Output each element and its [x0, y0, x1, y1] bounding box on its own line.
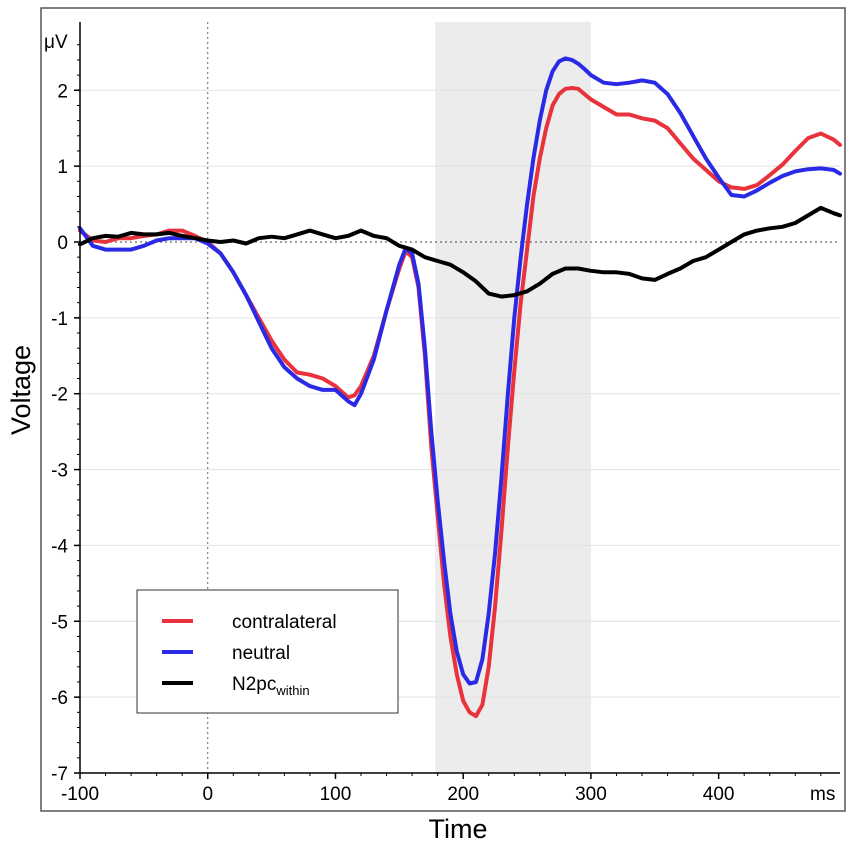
y-tick-label: 0 — [57, 233, 68, 254]
legend-box — [136, 589, 399, 714]
y-tick-label: -3 — [51, 461, 68, 482]
x-tick-label: -100 — [61, 784, 99, 805]
legend-label-n2pc-sub: within — [275, 683, 309, 698]
y-unit-label: μV — [44, 32, 68, 53]
series-layer — [78, 56, 842, 719]
x-axis-title: Time — [429, 814, 488, 844]
y-tick-label: 2 — [57, 81, 68, 102]
tick-layer: 2 1 0 -1 -2 -3 -4 -5 -6 -7-100 0 100 200 300 400 — [51, 44, 822, 805]
x-tick-label: 0 — [202, 784, 213, 805]
y-tick-label: -6 — [51, 688, 68, 709]
x-tick-label: 200 — [447, 784, 479, 805]
x-tick-label: 300 — [575, 784, 607, 805]
x-unit-label: ms — [810, 784, 835, 805]
legend-label-neutral: neutral — [232, 643, 290, 664]
x-tick-label: 100 — [320, 784, 352, 805]
legend-label-n2pc-main: N2pc — [232, 674, 276, 695]
y-tick-label: 1 — [57, 157, 68, 178]
legend: contralateral neutral N2pcwithin — [136, 589, 399, 714]
series-line-neutral — [78, 56, 842, 686]
y-tick-label: -4 — [51, 536, 68, 557]
legend-label-contralateral: contralateral — [232, 612, 337, 633]
y-tick-label: -2 — [51, 385, 68, 406]
y-tick-label: -1 — [51, 309, 68, 330]
y-tick-label: -5 — [51, 612, 68, 633]
legend-label-n2pc-within: N2pcwithin — [232, 674, 310, 698]
y-tick-label: -7 — [51, 764, 68, 785]
x-tick-label: 400 — [703, 784, 735, 805]
series-line-n2pcwithin — [78, 205, 842, 299]
y-axis-title: Voltage — [6, 345, 36, 435]
outer-frame — [40, 7, 846, 812]
